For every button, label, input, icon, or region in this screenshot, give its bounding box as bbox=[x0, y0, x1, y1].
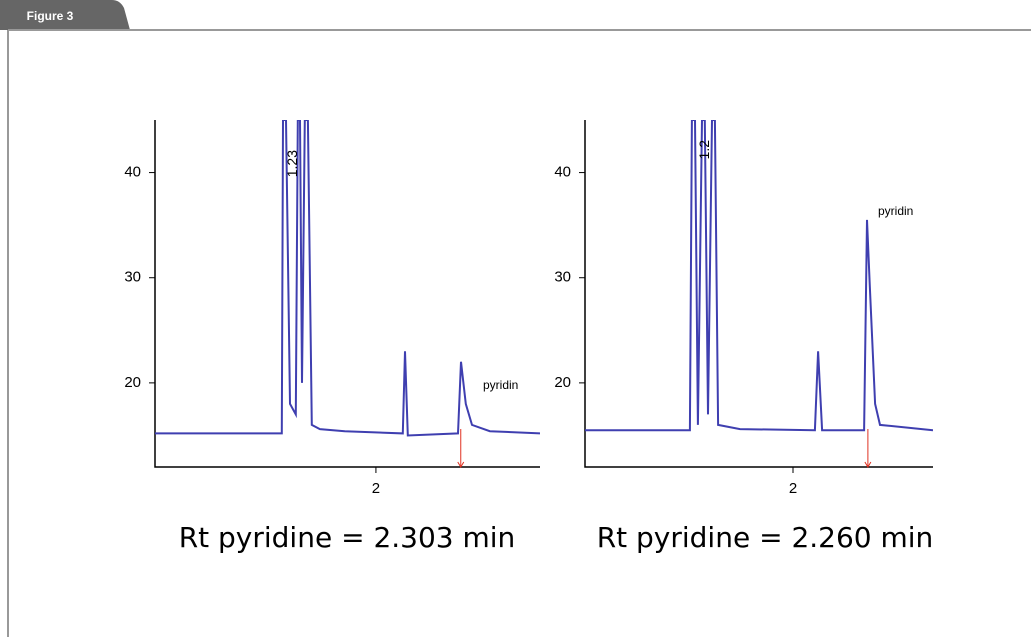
figure-tab bbox=[0, 0, 130, 30]
axis bbox=[154, 120, 540, 468]
x-tick-label: 2 bbox=[372, 480, 380, 497]
y-tick-label: 40 bbox=[124, 164, 141, 181]
trace bbox=[155, 120, 540, 437]
y-tick-label: 30 bbox=[124, 269, 141, 286]
trace bbox=[585, 120, 933, 432]
annotation: pyridin bbox=[483, 378, 518, 392]
annotation: 1.23 bbox=[284, 150, 300, 177]
rt-arrow-head bbox=[864, 461, 872, 468]
annotation: 1.2 bbox=[696, 140, 712, 160]
y-tick-label: 30 bbox=[554, 269, 571, 286]
y-tick-label: 20 bbox=[554, 374, 571, 391]
caption: Rt pyridine = 2.260 min bbox=[597, 521, 934, 554]
figure-label: Figure 3 bbox=[27, 9, 74, 23]
caption: Rt pyridine = 2.303 min bbox=[179, 521, 516, 554]
x-tick-label: 2 bbox=[789, 480, 797, 497]
axis bbox=[584, 120, 933, 468]
annotation: pyridin bbox=[878, 204, 913, 218]
rt-arrow-head bbox=[457, 461, 465, 468]
frame bbox=[7, 29, 1031, 637]
y-tick-label: 20 bbox=[124, 374, 141, 391]
y-tick-label: 40 bbox=[554, 164, 571, 181]
